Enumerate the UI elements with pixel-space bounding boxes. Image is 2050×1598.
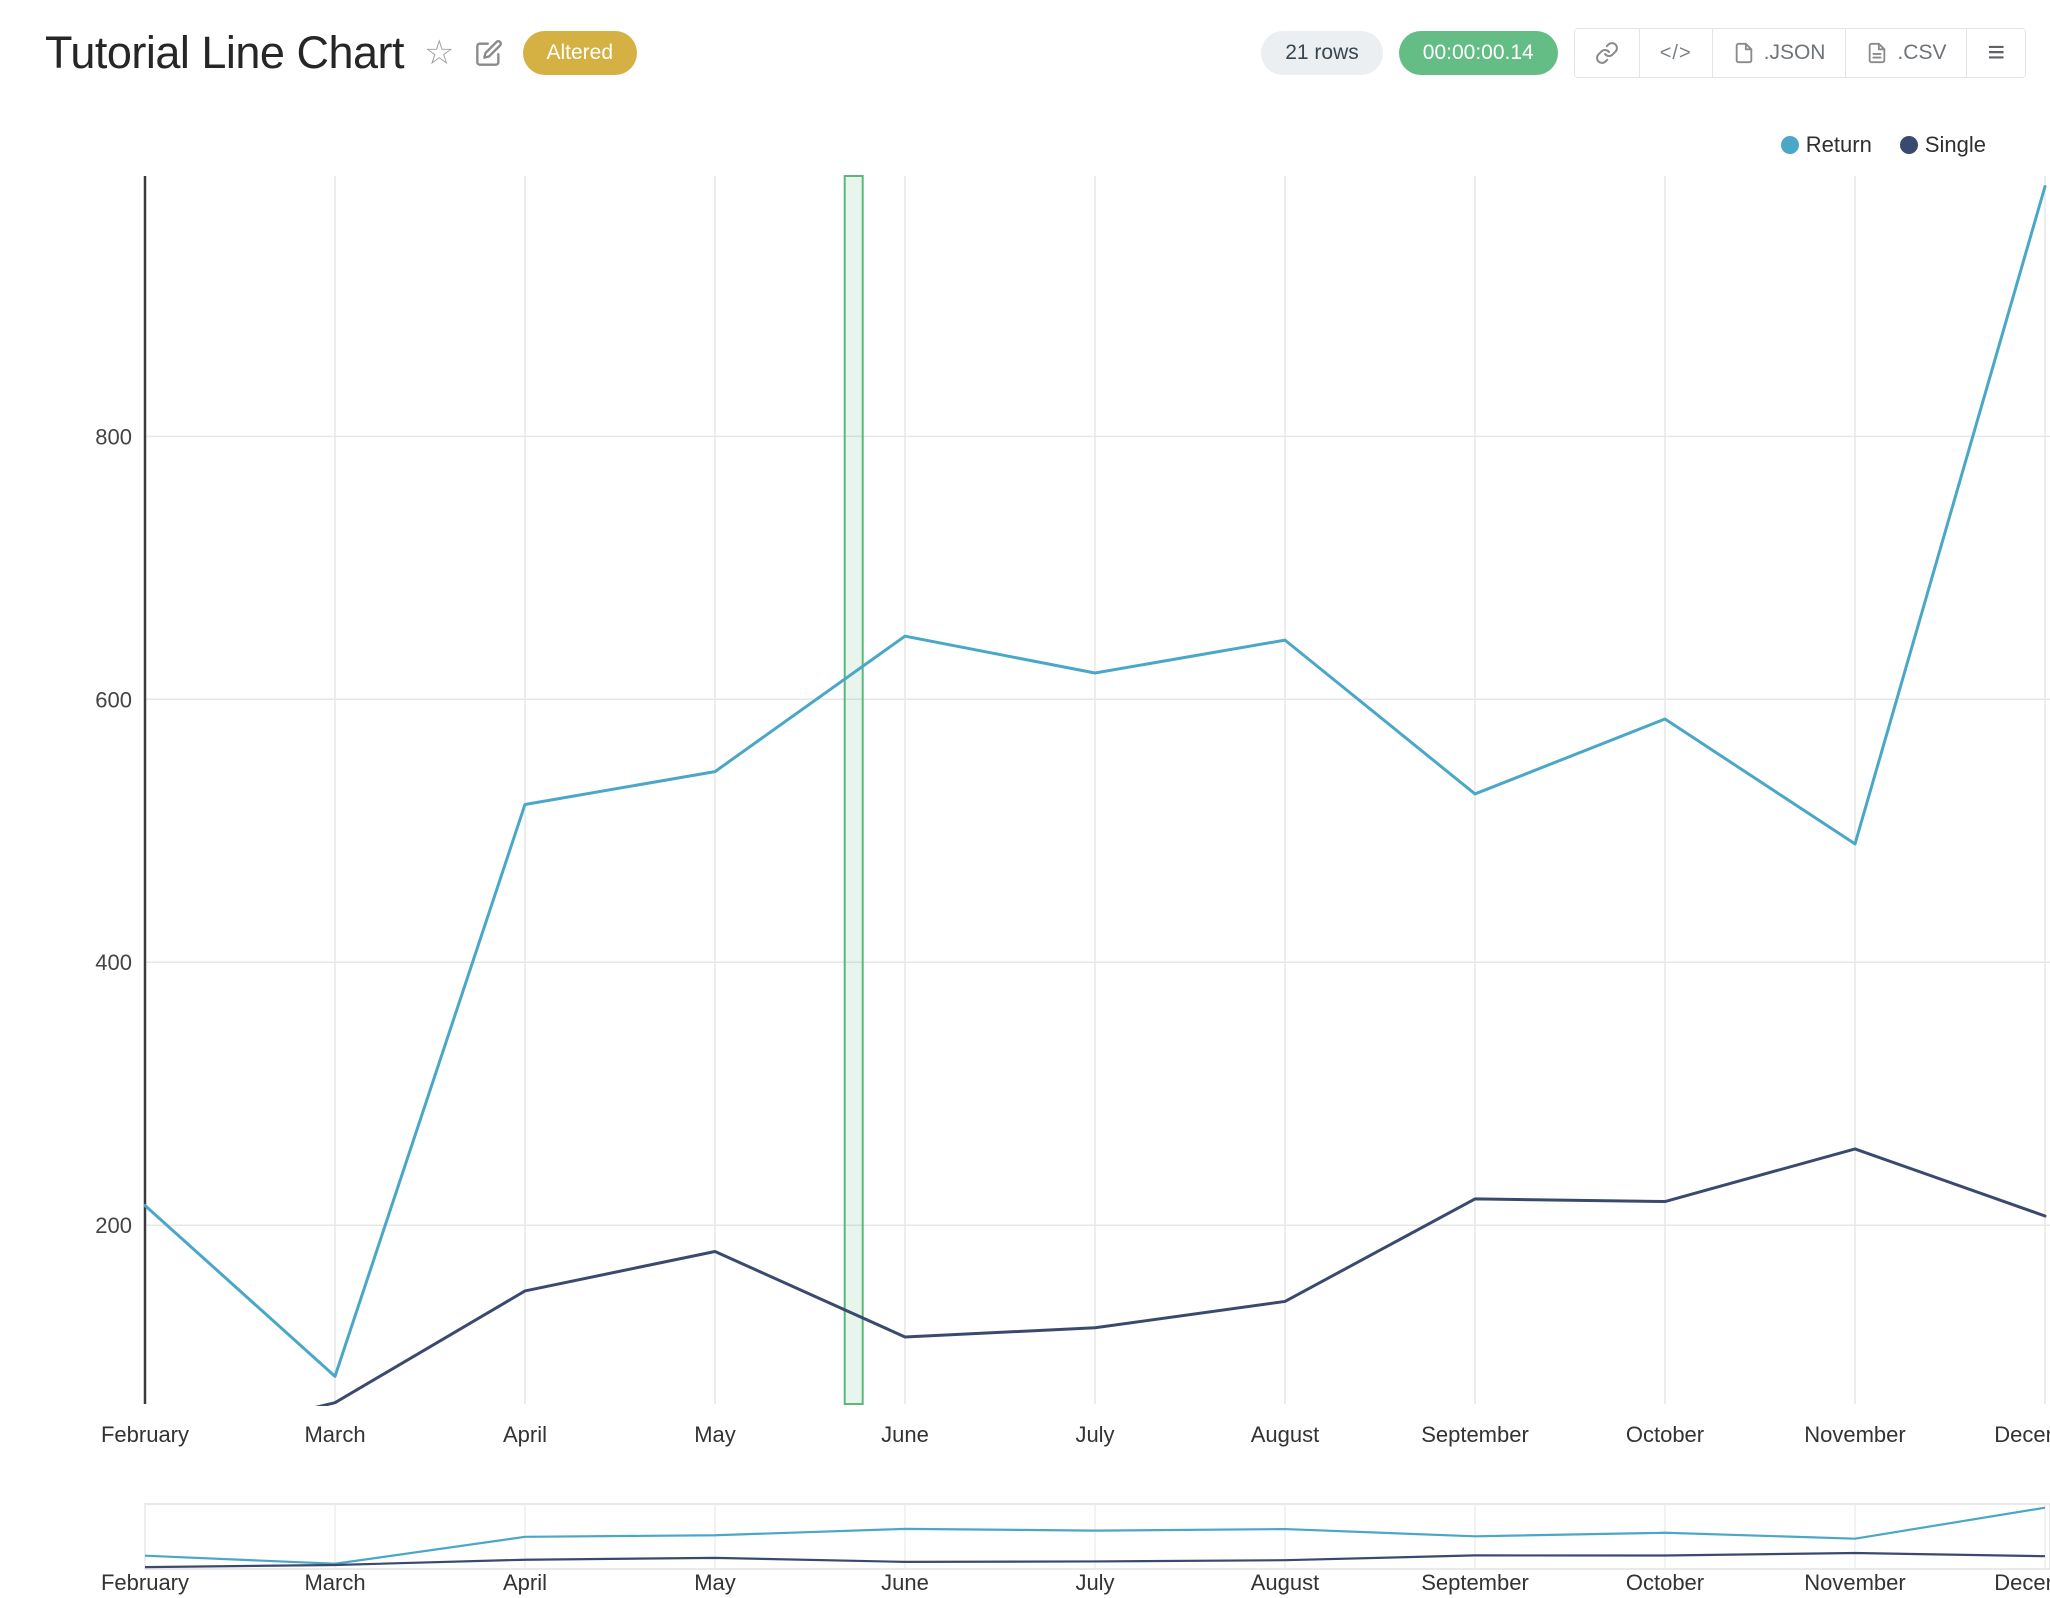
download-csv-button[interactable]: .CSV — [1846, 29, 1968, 77]
legend-label-return: Return — [1805, 132, 1872, 157]
svg-text:September: September — [1421, 1422, 1529, 1447]
csv-file-icon — [1869, 42, 1886, 64]
svg-text:March: March — [304, 1422, 365, 1447]
legend-dot-return — [1780, 136, 1799, 154]
x-axis-labels: February March April May June July August Septe… — [101, 1422, 2050, 1447]
legend-item-return[interactable]: Return — [1780, 132, 1872, 158]
json-label: .JSON — [1763, 41, 1826, 64]
embed-code-button[interactable]: </> — [1639, 29, 1713, 77]
header: Tutorial Line Chart ☆ Altered 21 rows 00… — [45, 14, 2026, 92]
altered-badge: Altered — [522, 31, 638, 75]
svg-text:October: October — [1626, 1422, 1704, 1447]
selection-band[interactable] — [843, 175, 864, 1405]
svg-text:800: 800 — [95, 424, 132, 449]
svg-text:May: May — [694, 1422, 736, 1447]
chart-legend: Return Single — [1780, 132, 1986, 158]
svg-text:May: May — [694, 1570, 736, 1595]
code-icon: </> — [1659, 41, 1692, 64]
csv-label: .CSV — [1897, 41, 1947, 64]
series-line-return[interactable] — [143, 185, 2047, 1378]
svg-text:December: December — [1994, 1570, 2050, 1595]
y-axis-tick-labels: 200 400 600 800 — [95, 424, 132, 1238]
page-title: Tutorial Line Chart — [45, 27, 405, 78]
svg-text:April: April — [503, 1570, 547, 1595]
link-icon — [1595, 42, 1618, 64]
menu-button[interactable]: ≡ — [1967, 29, 2025, 77]
svg-text:June: June — [881, 1570, 929, 1595]
svg-text:June: June — [881, 1422, 929, 1447]
svg-text:February: February — [101, 1422, 189, 1447]
legend-dot-single — [1899, 136, 1918, 154]
header-actions: 21 rows 00:00:00.14 </> .J — [1261, 28, 2026, 78]
legend-label-single: Single — [1924, 132, 1986, 157]
favorite-button[interactable]: ☆ — [424, 36, 454, 70]
export-toolbar: </> .JSON .CSV — [1573, 28, 2026, 78]
hamburger-icon: ≡ — [1987, 36, 2005, 69]
range-slider[interactable]: February March April May June July August Septe… — [101, 1503, 2050, 1595]
svg-text:February: February — [101, 1570, 189, 1595]
row-count-badge: 21 rows — [1261, 31, 1383, 75]
svg-text:December: December — [1994, 1422, 2050, 1447]
svg-text:600: 600 — [95, 687, 132, 712]
svg-text:July: July — [1075, 1422, 1114, 1447]
edit-icon — [475, 40, 502, 66]
svg-text:200: 200 — [95, 1213, 132, 1238]
svg-text:400: 400 — [95, 950, 132, 975]
legend-item-single[interactable]: Single — [1899, 132, 1986, 158]
edit-button[interactable] — [475, 39, 503, 67]
svg-text:August: August — [1251, 1570, 1320, 1595]
download-json-button[interactable]: .JSON — [1712, 29, 1847, 77]
svg-text:August: August — [1251, 1422, 1320, 1447]
svg-text:April: April — [503, 1422, 547, 1447]
svg-text:July: July — [1075, 1570, 1114, 1595]
main-plot-series[interactable] — [143, 185, 2047, 1449]
svg-text:September: September — [1421, 1570, 1529, 1595]
header-title-area: Tutorial Line Chart ☆ Altered — [45, 27, 638, 79]
range-slider-line-return — [144, 1506, 2046, 1565]
share-link-button[interactable] — [1574, 29, 1640, 77]
range-slider-line-single — [144, 1551, 2046, 1569]
svg-text:March: March — [304, 1570, 365, 1595]
svg-text:November: November — [1804, 1570, 1905, 1595]
star-icon: ☆ — [424, 34, 455, 72]
execution-time-badge: 00:00:00.14 — [1398, 31, 1558, 75]
series-line-single[interactable] — [145, 1147, 2047, 1449]
svg-text:November: November — [1804, 1422, 1905, 1447]
gridlines — [144, 176, 2050, 1404]
svg-text:October: October — [1626, 1570, 1704, 1595]
json-file-icon — [1735, 42, 1752, 64]
